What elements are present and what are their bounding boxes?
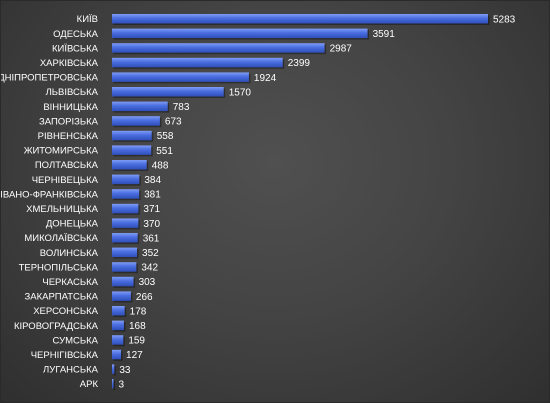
- category-label: КІРОВОГРАДСЬКА: [14, 321, 99, 332]
- category-label: ВІННИЦЬКА: [43, 102, 98, 113]
- bar-івано-франківська: [112, 189, 140, 199]
- category-label: КИЇВ: [77, 14, 98, 25]
- bar-полтавська: [112, 160, 147, 170]
- category-label: СУМСЬКА: [53, 335, 99, 346]
- category-label: ПОЛТАВСЬКА: [35, 160, 99, 171]
- value-label: 352: [142, 248, 159, 259]
- bar-черкаська: [112, 276, 134, 287]
- bar-чернігівська: [112, 349, 122, 360]
- bar-одеська: [112, 28, 368, 39]
- bar-миколаївська: [112, 233, 138, 243]
- value-label: 303: [139, 277, 156, 288]
- bar-тернопільська: [112, 262, 137, 272]
- bar-рівненська: [112, 130, 152, 141]
- value-label: 3: [119, 379, 125, 390]
- value-label: 2987: [330, 44, 353, 55]
- bar-shadow: [113, 380, 115, 390]
- bar-херсонська: [112, 306, 125, 316]
- bar-житомирська: [112, 145, 152, 155]
- bar-кіровоградська: [112, 320, 124, 331]
- value-label: 5283: [493, 14, 516, 25]
- bar-донецька: [112, 218, 139, 228]
- category-label: АРК: [80, 379, 99, 390]
- value-label: 381: [144, 190, 161, 201]
- value-label: 33: [119, 365, 131, 376]
- value-label: 488: [152, 160, 169, 171]
- value-label: 783: [173, 102, 190, 113]
- value-label: 159: [128, 336, 145, 347]
- category-label: ЧЕРНІГІВСЬКА: [31, 350, 99, 361]
- category-label: ЗАКАРПАТСЬКА: [25, 292, 99, 303]
- value-label: 2399: [288, 58, 311, 69]
- bar-львівська: [112, 87, 224, 97]
- category-label: ЛЬВІВСЬКА: [46, 87, 99, 98]
- category-label: ЧЕРНІВЕЦЬКА: [32, 175, 99, 186]
- value-label: 371: [143, 204, 160, 215]
- value-label: 370: [143, 219, 160, 230]
- category-label: КИЇВСЬКА: [52, 43, 99, 54]
- category-label: ІВАНО-ФРАНКІВСЬКА: [1, 189, 99, 200]
- bar-shadow: [113, 365, 116, 376]
- category-label: ТЕРНОПІЛЬСЬКА: [19, 262, 99, 273]
- category-label: ЖИТОМИРСЬКА: [24, 146, 99, 157]
- bar-закарпатська: [112, 291, 131, 301]
- category-label: ХАРКІВСЬКА: [40, 58, 99, 69]
- category-label: ХМЕЛЬНИЦЬКА: [26, 204, 99, 215]
- value-label: 1924: [254, 73, 277, 84]
- value-label: 384: [144, 175, 161, 186]
- value-label: 558: [157, 131, 174, 142]
- category-label: ЗАПОРІЗЬКА: [39, 116, 99, 127]
- value-label: 3591: [373, 29, 396, 40]
- bar-чернівецька: [112, 174, 140, 185]
- value-label: 551: [156, 146, 173, 157]
- value-label: 127: [126, 350, 143, 361]
- category-label: РІВНЕНСЬКА: [38, 131, 99, 142]
- category-label: ДНІПРОПЕТРОВСЬКА: [1, 73, 99, 84]
- value-label: 178: [130, 306, 147, 317]
- category-label: ДОНЕЦЬКА: [46, 219, 99, 230]
- bar-київська: [112, 43, 325, 53]
- bar-волинська: [112, 247, 138, 258]
- value-label: 168: [129, 321, 146, 332]
- category-label: ЛУГАНСЬКА: [43, 365, 99, 376]
- bars-group: КИЇВ 5283 ОДЕСЬКА 3591 КИЇВСЬКА 2987 ХАРКІВСЬК…: [0, 14, 516, 390]
- category-label: ВОЛИНСЬКА: [40, 248, 99, 259]
- value-label: 673: [165, 117, 182, 128]
- bar-вінницька: [112, 101, 168, 112]
- category-label: ОДЕСЬКА: [53, 29, 99, 40]
- bar-арк: [112, 379, 114, 389]
- value-label: 342: [141, 263, 158, 274]
- bar-харківська: [112, 57, 283, 68]
- bar-київ: [112, 14, 488, 24]
- bar-дніпропетровська: [112, 72, 249, 82]
- bar-сумська: [112, 335, 124, 345]
- category-label: ЧЕРКАСЬКА: [42, 277, 98, 288]
- category-label: МИКОЛАЇВСЬКА: [24, 233, 98, 244]
- value-label: 361: [143, 233, 160, 244]
- value-label: 1570: [229, 87, 252, 98]
- value-label: 266: [136, 292, 153, 303]
- bar-запорізька: [112, 116, 160, 126]
- bar-луганська: [112, 364, 115, 374]
- category-label: ХЕРСОНСЬКА: [33, 306, 98, 317]
- bar-хмельницька: [112, 203, 139, 214]
